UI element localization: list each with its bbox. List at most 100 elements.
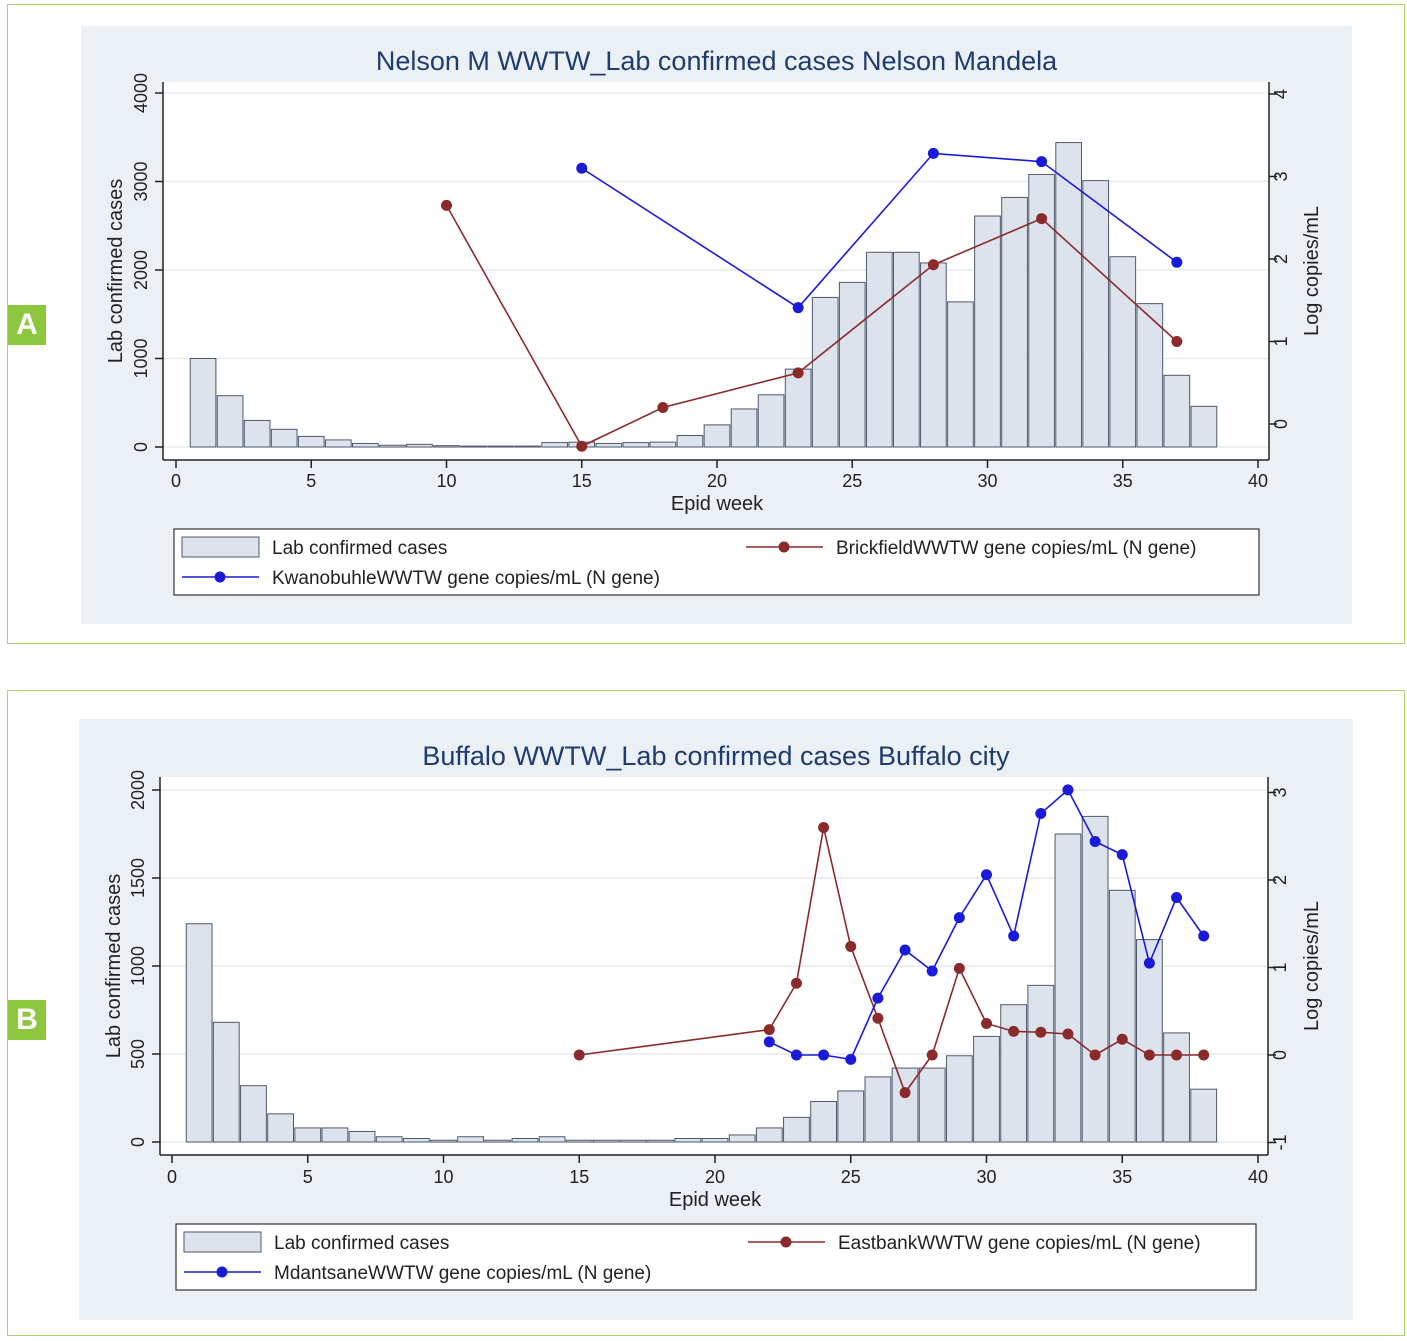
charta-legend-marker-series-1 (214, 571, 226, 583)
chartb-legend-label-bars: Lab confirmed cases (274, 1233, 449, 1254)
chartb-bar-week-28 (918, 1067, 946, 1143)
chartb-bar-week-34 (1081, 815, 1109, 1143)
chartb-bar-week-17 (620, 1139, 647, 1143)
charta-bar-week-34 (1082, 180, 1110, 448)
charta-bar-week-4 (270, 428, 298, 448)
charta-bar-week-1 (189, 358, 217, 448)
charta-series-0-point (1036, 213, 1048, 225)
chartb-x-tick-label: 15 (569, 1167, 589, 1187)
charta-y-tick-label: 1000 (131, 338, 151, 378)
charta-x-axis-label: Epid week (671, 493, 764, 515)
charta-bar-week-25 (838, 281, 866, 448)
chartb-series-0-point (953, 962, 965, 974)
chartb-series-1-point (790, 1049, 802, 1061)
charta-y-tick-label: 3000 (131, 161, 151, 201)
charta-y-tick-label: 0 (131, 442, 151, 452)
charta-y2-tick-label: 2 (1271, 254, 1291, 264)
charta-bar-week-37 (1163, 374, 1191, 448)
chartb-y-tick-label: 1000 (128, 946, 148, 986)
chartb-x-tick-label: 35 (1112, 1167, 1132, 1187)
charta-x-tick-label: 0 (171, 471, 181, 491)
chartb-series-0-point (818, 822, 830, 833)
charta-bar-week-20 (703, 424, 731, 448)
charta-series-1-point (576, 162, 588, 174)
charta-bar-week-33 (1055, 142, 1082, 448)
chartb-bar-week-2 (212, 1021, 240, 1143)
charta-bar-week-24 (811, 296, 839, 448)
chartb-series-0-point (981, 1018, 992, 1029)
chartb-series-0-point (845, 941, 857, 952)
chartb-series-0-point (899, 1087, 911, 1099)
charta-legend-swatch-bars (181, 536, 260, 558)
chartb-series-1-point (872, 992, 884, 1004)
charta-bar-week-16 (595, 442, 623, 448)
chartb-series-0-point (872, 1012, 884, 1024)
charta-x-tick-label: 25 (842, 471, 862, 491)
charta-bar-week-26 (865, 251, 893, 448)
chartb-bar-week-22 (755, 1127, 783, 1143)
chartb-bar-week-8 (375, 1136, 403, 1143)
chartb-bar-week-32 (1027, 984, 1055, 1143)
charta-bar-week-7 (352, 442, 379, 448)
chartb-bar-week-33 (1054, 833, 1082, 1143)
chartb-bar-week-14 (538, 1136, 566, 1143)
chartb-x-tick-label: 5 (303, 1167, 313, 1187)
charta-bar-week-27 (893, 251, 920, 448)
charta-bar-week-23 (784, 368, 812, 448)
chartb-series-1-point (845, 1053, 857, 1065)
chartb-series-1-point (899, 944, 911, 956)
chartb-bar-week-6 (321, 1127, 349, 1143)
charta-bar-week-3 (243, 419, 271, 448)
charta-bar-week-31 (1001, 196, 1028, 448)
chartb-bar-week-23 (783, 1116, 810, 1143)
charta-bar-week-13 (514, 445, 541, 448)
chartb-bar-week-20 (701, 1137, 729, 1143)
charta-bar-week-36 (1136, 303, 1164, 448)
charta-bar-week-6 (324, 439, 352, 448)
charta-series-0-point (657, 402, 669, 413)
charta-legend-marker-series-0 (778, 541, 790, 553)
charta-bar-week-22 (757, 394, 785, 448)
panel-b (7, 690, 1405, 1336)
chartb-y2-tick-label: 1 (1270, 962, 1290, 972)
chartb-bar-week-4 (267, 1113, 294, 1143)
chartb-y-tick-label: 2000 (128, 770, 148, 810)
chartb-y2-tick-label: -1 (1270, 1134, 1290, 1150)
charta-bar-week-2 (216, 395, 244, 448)
charta-series-0-point (441, 199, 452, 211)
charta-x-tick-label: 30 (977, 471, 997, 491)
chartb-series-1-point (1062, 784, 1074, 796)
charta-bar-week-29 (947, 301, 974, 448)
charta-x-tick-label: 20 (707, 471, 727, 491)
chartb-series-0-point (573, 1049, 585, 1061)
charta-y2-tick-label: 1 (1271, 336, 1291, 346)
chartb-x-axis-label: Epid week (669, 1189, 762, 1211)
chartb-series-1-point (1089, 836, 1101, 847)
chartb-bar-week-31 (1000, 1004, 1028, 1143)
chartb-bar-week-16 (593, 1139, 620, 1143)
chartb-x-tick-label: 20 (705, 1167, 725, 1187)
chartb-series-0-point (1035, 1026, 1047, 1038)
chartb-series-0-point (1062, 1028, 1074, 1040)
chartb-x-tick-label: 10 (433, 1167, 453, 1187)
chartb-y-tick-label: 0 (128, 1137, 148, 1147)
charta-series-1-point (792, 302, 804, 314)
chartb-legend-marker-series-0 (780, 1236, 792, 1248)
chartb-bar-week-35 (1108, 889, 1136, 1143)
charta-bar-week-8 (379, 444, 406, 448)
chartb-bar-week-26 (864, 1076, 892, 1143)
charta-series-0-point (792, 367, 804, 379)
charta-series-1-point (927, 147, 939, 159)
charta-bar-week-30 (974, 215, 1001, 448)
chartb-series-1-point (926, 965, 938, 977)
chartb-series-0-point (1089, 1049, 1101, 1061)
chartb-series-1-point (1143, 957, 1155, 969)
chartb-title: Buffalo WWTW_Lab confirmed cases Buffalo… (422, 741, 1010, 771)
chartb-series-0-point (790, 977, 802, 989)
charta-x-tick-label: 5 (306, 471, 316, 491)
chartb-series-0-point (763, 1024, 775, 1036)
charta-bar-week-28 (920, 262, 947, 448)
chartb-bar-week-37 (1163, 1032, 1190, 1143)
